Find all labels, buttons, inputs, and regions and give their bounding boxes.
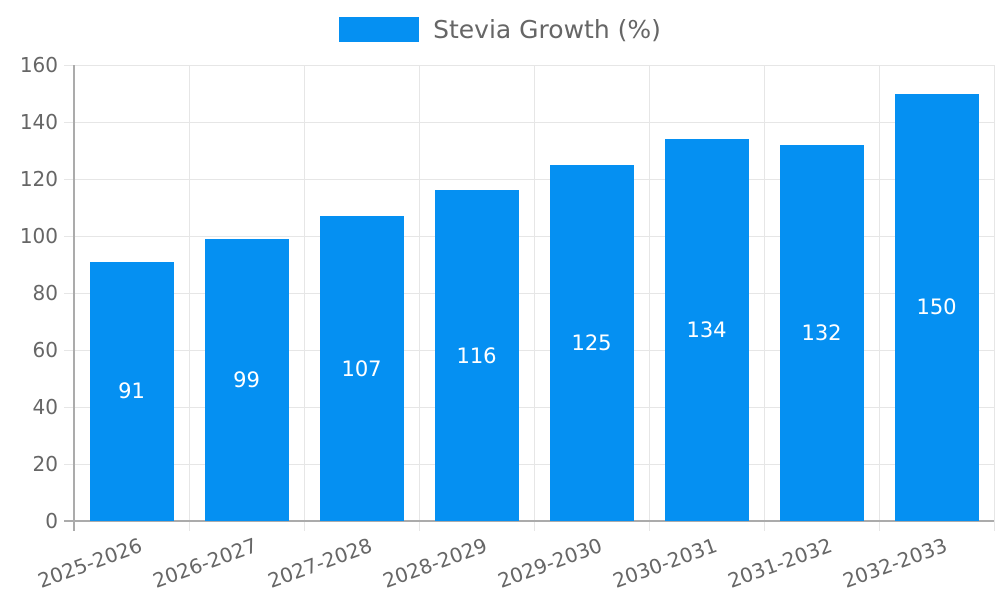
y-axis-tick-label: 40 [32, 395, 58, 419]
y-axis-tick-label: 80 [32, 281, 58, 305]
x-gridline [533, 65, 535, 521]
bar-value-label: 132 [801, 320, 842, 345]
x-gridline [763, 65, 765, 521]
x-axis-line [64, 520, 994, 522]
y-axis-tick-label: 0 [45, 509, 58, 533]
bar-value-label: 91 [118, 379, 145, 404]
bar-value-label: 99 [233, 367, 260, 392]
x-axis-tick [188, 521, 190, 531]
y-axis-tick-label: 100 [19, 224, 58, 248]
x-axis-category-label: 2029-2030 [495, 533, 606, 593]
bar [549, 164, 634, 521]
bar [779, 144, 864, 521]
x-gridline [878, 65, 880, 521]
x-axis-category-label: 2032-2033 [840, 533, 951, 593]
y-axis-line [73, 65, 75, 531]
x-axis-tick [763, 521, 765, 531]
chart-legend: Stevia Growth (%) [0, 12, 1000, 46]
x-axis-category-label: 2027-2028 [265, 533, 376, 593]
y-axis-tick-label: 120 [19, 167, 58, 191]
y-axis-tick [64, 121, 74, 123]
x-axis-category-label: 2026-2027 [150, 533, 261, 593]
x-axis-category-label: 2031-2032 [725, 533, 836, 593]
legend-item[interactable]: Stevia Growth (%) [339, 14, 661, 44]
y-axis-tick [64, 463, 74, 465]
bar [204, 238, 289, 521]
bar [434, 190, 519, 521]
y-axis-tick [64, 178, 74, 180]
x-gridline [188, 65, 190, 521]
bar [664, 139, 749, 521]
bar [319, 216, 404, 521]
y-axis-tick [64, 64, 74, 66]
y-axis-tick-label: 140 [19, 110, 58, 134]
y-axis-tick [64, 292, 74, 294]
x-axis-category-label: 2030-2031 [610, 533, 721, 593]
x-axis-tick [648, 521, 650, 531]
x-gridline [418, 65, 420, 521]
bar-value-label: 150 [916, 295, 957, 320]
x-axis-tick [533, 521, 535, 531]
y-axis-tick [64, 349, 74, 351]
bar-value-label: 107 [341, 356, 382, 381]
legend-swatch [339, 16, 420, 42]
x-gridline [993, 65, 995, 521]
x-axis-category-label: 2028-2029 [380, 533, 491, 593]
y-axis-tick-label: 20 [32, 452, 58, 476]
x-axis-tick [878, 521, 880, 531]
y-axis-tick [64, 235, 74, 237]
x-axis-category-label: 2025-2026 [35, 533, 146, 593]
x-axis-tick [303, 521, 305, 531]
x-gridline [303, 65, 305, 521]
bar-value-label: 116 [456, 343, 497, 368]
y-axis-tick-label: 60 [32, 338, 58, 362]
x-axis-tick [418, 521, 420, 531]
bar [89, 261, 174, 521]
x-axis-tick [993, 521, 995, 531]
x-gridline [648, 65, 650, 521]
y-axis-tick-label: 160 [19, 53, 58, 77]
bar-value-label: 125 [571, 330, 612, 355]
bar [894, 93, 979, 521]
bar-value-label: 134 [686, 318, 727, 343]
legend-label: Stevia Growth (%) [433, 14, 661, 44]
y-axis-tick [64, 406, 74, 408]
